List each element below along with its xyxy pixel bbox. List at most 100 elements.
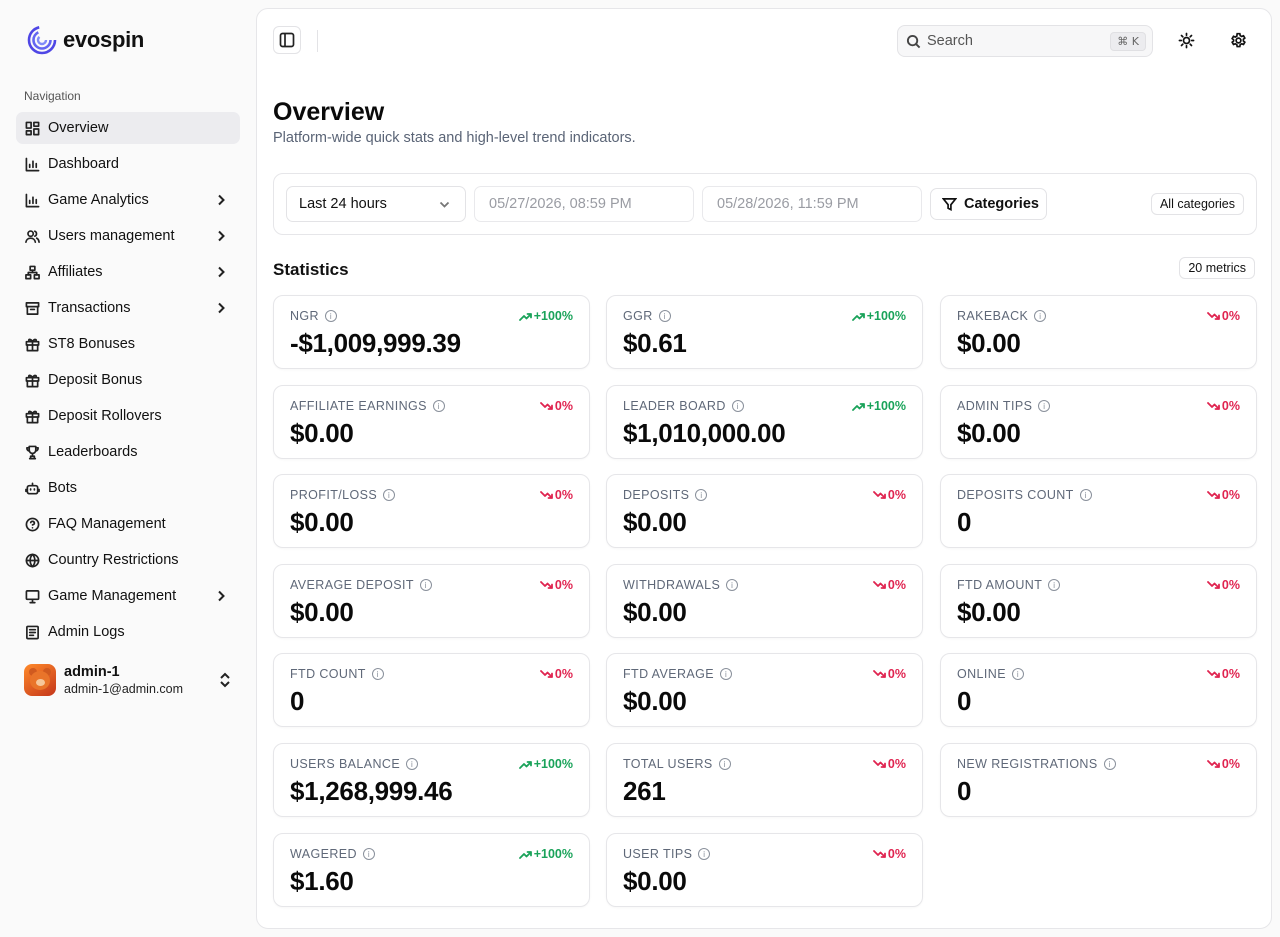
stat-card-user-tips: USER TIPS i 0% $0.00 — [606, 833, 923, 907]
sidebar-item-overview[interactable]: Overview — [16, 112, 240, 144]
stat-label: FTD COUNT — [290, 667, 366, 681]
sidebar-item-deposit-bonus[interactable]: Deposit Bonus — [16, 364, 240, 396]
help-circle-icon — [24, 516, 40, 532]
gift-icon — [24, 372, 40, 388]
info-icon[interactable]: i — [406, 758, 419, 770]
stat-value: $0.00 — [957, 418, 1021, 448]
gear-icon — [1230, 32, 1246, 47]
trend-value: 0% — [887, 488, 906, 502]
trending-down-icon — [540, 490, 553, 499]
info-icon[interactable]: i — [371, 668, 384, 680]
stat-card-users-balance: USERS BALANCE i +100% $1,268,999.46 — [273, 743, 590, 817]
sidebar-item-users-management[interactable]: Users management — [16, 220, 240, 252]
sidebar-item-admin-logs[interactable]: Admin Logs — [16, 616, 240, 648]
stat-card-ftd-amount: FTD AMOUNT i 0% $0.00 — [940, 564, 1257, 638]
trending-down-icon — [540, 401, 553, 410]
stat-value: $1.60 — [290, 866, 354, 896]
settings-button[interactable] — [1225, 27, 1251, 53]
info-icon[interactable]: i — [1079, 489, 1092, 501]
info-icon[interactable]: i — [698, 848, 711, 860]
trend-value: +100% — [533, 309, 573, 323]
trend-value: 0% — [554, 578, 573, 592]
info-icon[interactable]: i — [658, 310, 671, 322]
chevron-right-icon — [214, 229, 228, 243]
stat-label: PROFIT/LOSS — [290, 488, 378, 502]
info-icon[interactable]: i — [720, 668, 732, 680]
trend-indicator: 0% — [540, 667, 573, 681]
info-icon[interactable]: i — [383, 489, 396, 501]
info-icon[interactable]: i — [324, 310, 337, 322]
stat-value: $0.00 — [623, 866, 687, 896]
trending-down-icon — [1207, 759, 1220, 768]
trend-indicator: 0% — [873, 578, 906, 592]
info-icon[interactable]: i — [1011, 668, 1024, 680]
statistics-title: Statistics — [273, 260, 349, 279]
info-icon[interactable]: i — [726, 579, 739, 591]
trending-down-icon — [1207, 311, 1220, 320]
info-icon[interactable]: i — [362, 848, 375, 860]
toggle-sidebar-button[interactable] — [273, 26, 301, 54]
sun-icon — [1178, 32, 1194, 48]
stat-card-ggr: GGR i +100% $0.61 — [606, 295, 923, 369]
sidebar-item-game-management[interactable]: Game Management — [16, 580, 240, 612]
trend-value: 0% — [554, 399, 573, 413]
categories-badge: All categories — [1150, 193, 1244, 215]
stat-card-online: ONLINE i 0% 0 — [940, 653, 1257, 727]
sidebar-item-affiliates[interactable]: Affiliates — [16, 256, 240, 288]
monitor-icon — [24, 588, 40, 604]
info-icon[interactable]: i — [1034, 310, 1047, 322]
date-from-input[interactable]: 05/27/2026, 08:59 PM — [474, 186, 694, 222]
sidebar-item-leaderboards[interactable]: Leaderboards — [16, 436, 240, 468]
stat-label: AFFILIATE EARNINGS — [290, 399, 427, 413]
sidebar-item-label: Admin Logs — [48, 624, 125, 640]
sidebar-item-transactions[interactable]: Transactions — [16, 292, 240, 324]
trend-indicator: +100% — [851, 399, 906, 413]
stat-value: 261 — [623, 776, 666, 806]
info-icon[interactable]: i — [731, 400, 744, 412]
stat-value: $0.00 — [290, 597, 354, 627]
sidebar-item-game-analytics[interactable]: Game Analytics — [16, 184, 240, 216]
user-menu[interactable]: admin-1 admin-1@admin.com — [24, 663, 240, 697]
sidebar-item-label: Dashboard — [48, 156, 119, 172]
stat-label: FTD AVERAGE — [623, 667, 714, 681]
layout-dashboard-icon — [24, 120, 40, 136]
user-email: admin-1@admin.com — [64, 681, 183, 696]
sidebar-item-label: Game Analytics — [48, 192, 149, 208]
stat-label: USERS BALANCE — [290, 757, 401, 771]
categories-button[interactable]: Categories — [930, 188, 1047, 220]
sidebar: evospin Navigation Overview Dashboard Game… — [0, 0, 256, 937]
trend-value: +100% — [533, 847, 573, 861]
sidebar-item-faq-management[interactable]: FAQ Management — [16, 508, 240, 540]
info-icon[interactable]: i — [1048, 579, 1061, 591]
stat-value: 0 — [957, 507, 972, 537]
stat-card-affiliate-earnings: AFFILIATE EARNINGS i 0% $0.00 — [273, 385, 590, 459]
search-input[interactable]: Search ⌘ K — [897, 25, 1153, 57]
chevrons-up-down-icon — [218, 672, 232, 688]
sidebar-item-country-restrictions[interactable]: Country Restrictions — [16, 544, 240, 576]
info-icon[interactable]: i — [1103, 758, 1116, 770]
sidebar-item-bots[interactable]: Bots — [16, 472, 240, 504]
info-icon[interactable]: i — [432, 400, 445, 412]
sidebar-item-deposit-rollovers[interactable]: Deposit Rollovers — [16, 400, 240, 432]
trending-up-icon — [518, 760, 532, 769]
brand-logo[interactable]: evospin — [27, 25, 144, 55]
trend-indicator: 0% — [873, 757, 906, 771]
info-icon[interactable]: i — [695, 489, 708, 501]
trend-indicator: +100% — [851, 309, 906, 323]
info-icon[interactable]: i — [419, 579, 432, 591]
sidebar-item-label: ST8 Bonuses — [48, 336, 136, 352]
sidebar-item-dashboard[interactable]: Dashboard — [16, 148, 240, 180]
theme-toggle-button[interactable] — [1173, 27, 1199, 53]
trend-indicator: +100% — [518, 847, 573, 861]
bot-icon — [24, 480, 40, 496]
sidebar-item-label: Transactions — [48, 300, 131, 316]
info-icon[interactable]: i — [1038, 400, 1051, 412]
sidebar-item-st8-bonuses[interactable]: ST8 Bonuses — [16, 328, 240, 360]
date-range-select[interactable]: Last 24 hours — [286, 186, 466, 222]
trend-value: 0% — [554, 667, 573, 681]
date-to-input[interactable]: 05/28/2026, 11:59 PM — [702, 186, 922, 222]
network-icon — [24, 264, 40, 280]
info-icon[interactable]: i — [718, 758, 731, 770]
stat-value: $0.00 — [623, 686, 687, 716]
search-icon — [906, 34, 921, 48]
